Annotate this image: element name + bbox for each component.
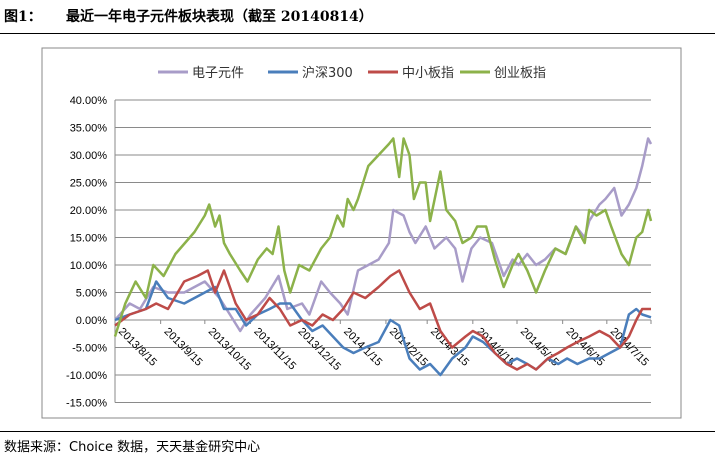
y-tick-label: 40.00%	[70, 95, 108, 107]
figure-label: 图1：	[4, 9, 42, 25]
y-tick-label: -15.00%	[66, 398, 107, 410]
legend-label: 电子元件	[192, 66, 244, 81]
y-tick-label: 35.00%	[70, 123, 108, 135]
y-tick-label: 20.00%	[70, 205, 108, 217]
y-tick-label: 0.00%	[76, 315, 107, 327]
bottom-divider	[0, 431, 715, 432]
y-tick-label: 10.00%	[70, 260, 108, 272]
chart-title: 最近一年电子元件板块表现（截至 20140814）	[66, 9, 373, 25]
y-tick-label: 5.00%	[76, 288, 107, 300]
y-tick-label: 15.00%	[70, 233, 108, 245]
series-line-2	[114, 280, 652, 377]
top-divider	[0, 33, 715, 34]
y-tick-label: -5.00%	[72, 343, 107, 355]
y-tick-label: -10.00%	[66, 370, 107, 382]
y-tick-label: 30.00%	[70, 150, 108, 162]
series-line-4	[113, 137, 653, 337]
legend-label: 中小板指	[402, 66, 454, 81]
legend-label: 创业板指	[494, 66, 546, 81]
series-line-3	[114, 269, 651, 371]
y-tick-label: 25.00%	[70, 178, 108, 190]
legend-label: 沪深300	[302, 65, 353, 81]
source-note: 数据来源：Choice 数据，天天基金研究中心	[4, 440, 261, 455]
